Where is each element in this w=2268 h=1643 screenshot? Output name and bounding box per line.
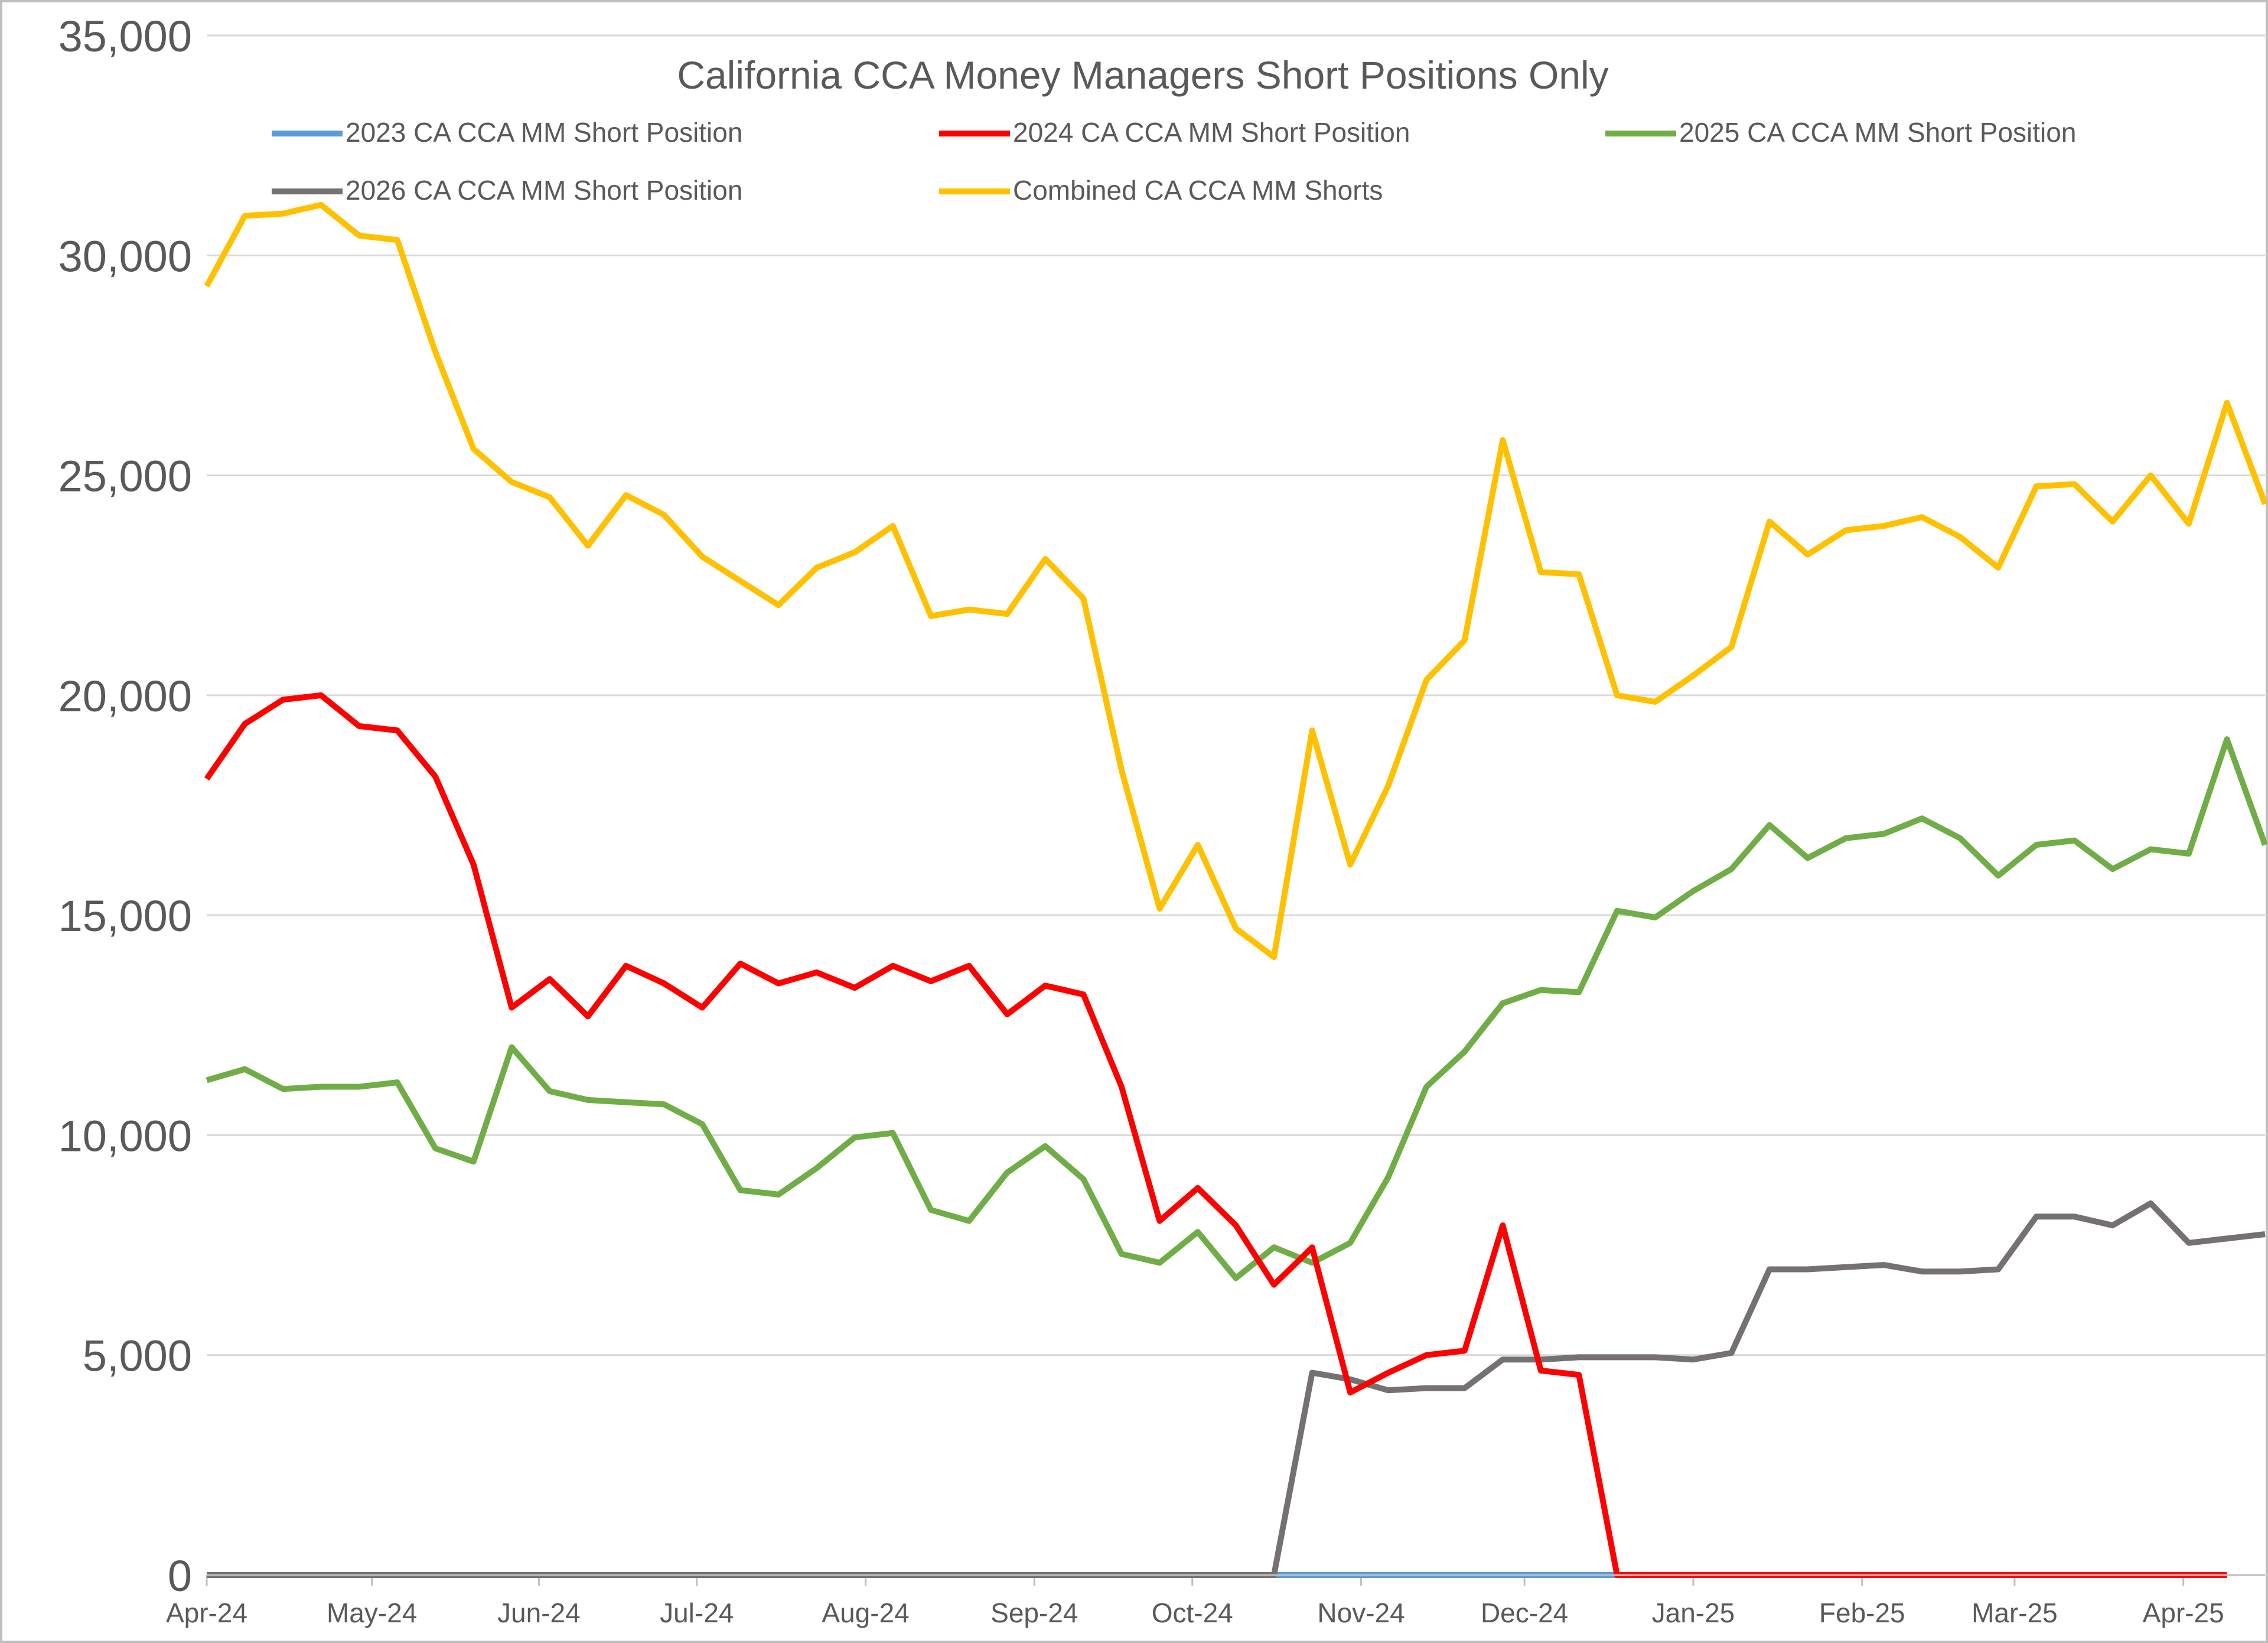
x-tick-label: Jul-24 [660, 1598, 734, 1628]
legend-label: 2024 CA CCA MM Short Position [1013, 117, 1410, 148]
legend: 2023 CA CCA MM Short Position 2024 CA CCA… [272, 117, 2076, 206]
y-tick-label: 20,000 [58, 672, 192, 721]
x-tick-label: Jun-24 [497, 1598, 581, 1628]
legend-label: 2023 CA CCA MM Short Position [346, 117, 742, 148]
legend-label: Combined CA CCA MM Shorts [1013, 175, 1383, 206]
x-tick-label: Nov-24 [1317, 1598, 1405, 1628]
x-tick-label: Apr-25 [2143, 1598, 2224, 1628]
x-tick-label: Sep-24 [990, 1598, 1078, 1628]
x-tick-label: Aug-24 [822, 1598, 909, 1628]
y-tick-label: 30,000 [58, 232, 192, 281]
y-tick-label: 5,000 [83, 1332, 192, 1381]
y-tick-label: 10,000 [58, 1111, 192, 1160]
x-tick-label: May-24 [327, 1598, 417, 1628]
series-line-2 [206, 736, 2268, 1281]
series-line-4 [204, 201, 2268, 960]
x-axis-tick-labels: Apr-24 May-24 Jun-24 Jul-24 Aug-24 Sep-24 Oct-… [166, 1575, 2224, 1628]
x-tick-label: Oct-24 [1152, 1598, 1233, 1628]
x-tick-label: Mar-25 [1972, 1598, 2058, 1628]
x-tick-label: Feb-25 [1819, 1598, 1905, 1628]
x-tick-label: Apr-24 [166, 1598, 247, 1628]
gridlines [207, 34, 2265, 1356]
legend-label: 2025 CA CCA MM Short Position [1679, 117, 2076, 148]
y-tick-label: 15,000 [58, 892, 192, 941]
x-tick-label: Dec-24 [1481, 1598, 1568, 1628]
legend-label: 2026 CA CCA MM Short Position [346, 175, 742, 206]
y-tick-label: 0 [168, 1551, 192, 1600]
y-axis-tick-labels: 0 5,000 10,000 15,000 20,000 25,000 30,000 35,0… [58, 12, 192, 1600]
chart-title: California CCA Money Managers Short Posi… [677, 53, 1608, 97]
x-tick-label: Jan-25 [1652, 1598, 1735, 1628]
y-tick-label: 35,000 [58, 12, 192, 61]
y-tick-label: 25,000 [58, 452, 192, 501]
